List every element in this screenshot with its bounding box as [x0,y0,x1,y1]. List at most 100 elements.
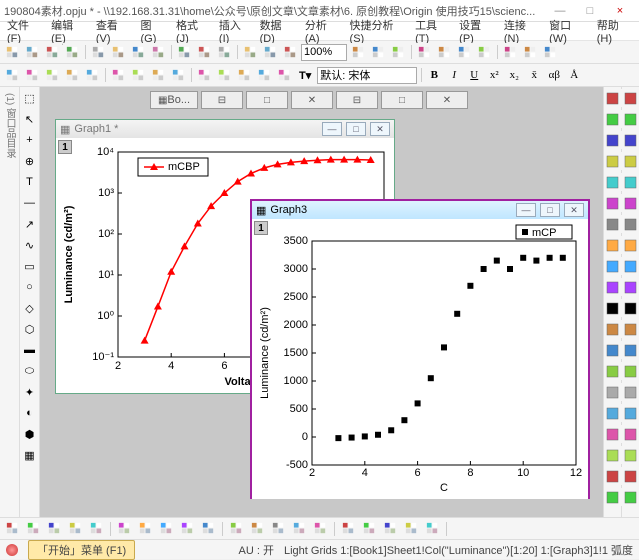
tool-▦[interactable]: ▦ [21,446,39,464]
format-αβ[interactable]: αβ [545,66,563,84]
menu-tools[interactable]: 工具(T) [412,16,452,46]
toolbar-button[interactable] [129,66,147,84]
toolbar-button[interactable] [175,43,193,61]
right-tool[interactable] [604,467,622,485]
right-tool[interactable] [622,362,639,380]
toolbar-button[interactable] [349,43,367,61]
right-tool[interactable] [622,110,639,128]
graph3-window[interactable]: ▦ Graph3 — □ ✕ 1 -5000500100015002000250… [250,199,590,499]
right-tool[interactable] [622,194,639,212]
tool-✦[interactable]: ✦ [21,383,39,401]
right-tool[interactable] [622,488,639,506]
right-tool[interactable] [604,488,622,506]
format-Å[interactable]: Å [565,66,583,84]
toolbar-button[interactable] [23,43,41,61]
right-tool[interactable] [622,278,639,296]
tool-⬭[interactable]: ⬭ [21,362,39,380]
menu-insert[interactable]: 插入(I) [216,16,253,46]
toolbar-button[interactable] [63,43,81,61]
menu-edit[interactable]: 编辑(E) [48,16,89,46]
right-tool[interactable] [622,215,639,233]
toolbar-button[interactable] [3,520,21,538]
tool-↗[interactable]: ↗ [21,215,39,233]
toolbar-button[interactable] [227,520,245,538]
toolbar-button[interactable] [339,520,357,538]
right-tool[interactable] [604,404,622,422]
toolbar-button[interactable] [3,43,21,61]
right-tool[interactable] [604,194,622,212]
tool-T[interactable]: T [21,173,39,191]
toolbar-button[interactable] [521,43,539,61]
right-tool[interactable] [622,404,639,422]
graph1-close[interactable]: ✕ [370,122,390,136]
right-tool[interactable] [622,131,639,149]
toolbar-button[interactable] [215,43,233,61]
right-tool[interactable] [622,383,639,401]
toolbar-button[interactable] [115,520,133,538]
tool-◇[interactable]: ◇ [21,299,39,317]
menu-graph[interactable]: 图(G) [138,16,169,46]
right-tool[interactable] [604,236,622,254]
toolbar-button[interactable] [157,520,175,538]
menu-help[interactable]: 帮助(H) [594,16,635,46]
mdi-btn-2[interactable]: □ [246,91,288,109]
toolbar-button[interactable] [235,66,253,84]
toolbar-button[interactable] [389,43,407,61]
graph1-min[interactable]: — [322,122,342,136]
format-U[interactable]: U [465,66,483,84]
right-tool[interactable] [622,152,639,170]
toolbar-button[interactable] [455,43,473,61]
toolbar-button[interactable] [360,520,378,538]
toolbar-button[interactable] [3,66,21,84]
toolbar-button[interactable] [83,66,101,84]
right-tool[interactable] [604,446,622,464]
menu-format[interactable]: 格式(J) [173,16,212,46]
toolbar-button[interactable] [311,520,329,538]
toolbar-button[interactable] [241,43,259,61]
tool-∿[interactable]: ∿ [21,236,39,254]
format-x̄[interactable]: x̄ [525,66,543,84]
tool-◐[interactable]: ◐ [21,404,39,422]
toolbar-button[interactable] [109,66,127,84]
menu-view[interactable]: 查看(V) [93,16,134,46]
format-x₂[interactable]: x₂ [505,66,523,84]
right-tool[interactable] [604,131,622,149]
right-tool[interactable] [604,320,622,338]
menu-analysis[interactable]: 分析(A) [302,16,343,46]
tool-—[interactable]: — [21,194,39,212]
tool-↖[interactable]: ↖ [21,110,39,128]
toolbar-button[interactable] [475,43,493,61]
toolbar-button[interactable] [290,520,308,538]
toolbar-button[interactable] [541,43,559,61]
mdi-tab-book[interactable]: ▦ Bo... [150,91,198,109]
graph3-close[interactable]: ✕ [564,203,584,217]
toolbar-button[interactable] [149,43,167,61]
toolbar-button[interactable] [269,520,287,538]
graph3-header[interactable]: ▦ Graph3 — □ ✕ [252,201,588,219]
menu-data[interactable]: 数据(D) [257,16,298,46]
tool-▭[interactable]: ▭ [21,257,39,275]
text-tool[interactable]: T▾ [295,69,315,82]
graph3-min[interactable]: — [516,203,536,217]
toolbar-button[interactable] [435,43,453,61]
tool-⬚[interactable]: ⬚ [21,89,39,107]
toolbar-button[interactable] [195,66,213,84]
right-tool[interactable] [622,320,639,338]
format-I[interactable]: I [445,66,463,84]
graph1-layer-1[interactable]: 1 [58,140,72,154]
graph3-max[interactable]: □ [540,203,560,217]
right-tool[interactable] [604,173,622,191]
graph1-header[interactable]: ▦ Graph1 * — □ ✕ [56,120,394,138]
font-combo[interactable] [317,67,417,84]
right-tool[interactable] [622,89,639,107]
right-tool[interactable] [604,89,622,107]
mdi-btn-5[interactable]: □ [381,91,423,109]
toolbar-button[interactable] [45,520,63,538]
graph3-layer-1[interactable]: 1 [254,221,268,235]
toolbar-button[interactable] [255,66,273,84]
toolbar-button[interactable] [402,520,420,538]
mdi-btn-4[interactable]: ⊟ [336,91,378,109]
toolbar-button[interactable] [63,66,81,84]
toolbar-button[interactable] [248,520,266,538]
menu-gadgets[interactable]: 快捷分析(S) [347,16,409,46]
